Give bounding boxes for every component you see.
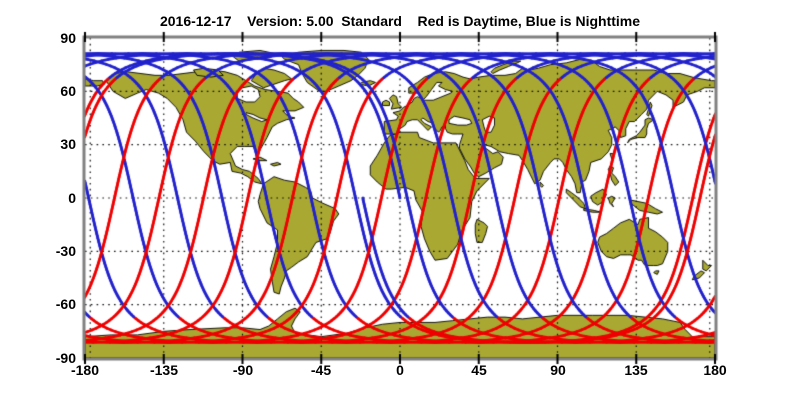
y-axis-tick-label: -30 [55,243,76,259]
y-axis-tick-label: -90 [55,350,76,366]
y-axis-tick-label: 0 [68,190,76,206]
x-axis-tick-label: -135 [149,362,179,378]
x-axis-tick-label: 180 [703,362,727,378]
x-axis-tick-label: -45 [310,362,332,378]
y-axis-tick-label: 90 [60,30,76,46]
y-axis-tick-label: 30 [60,136,76,152]
x-axis-tick-label: -90 [232,362,254,378]
x-axis-tick-label: 135 [624,362,648,378]
y-axis-tick-label: 60 [60,83,76,99]
x-axis-tick-label: 45 [471,362,487,378]
plot-title: 2016-12-17 Version: 5.00 Standard Red is… [159,13,641,29]
x-axis-tick-label: -180 [70,362,100,378]
y-axis-tick-label: -60 [55,296,76,312]
x-axis-tick-label: 90 [550,362,566,378]
x-axis-tick-label: 0 [396,362,404,378]
